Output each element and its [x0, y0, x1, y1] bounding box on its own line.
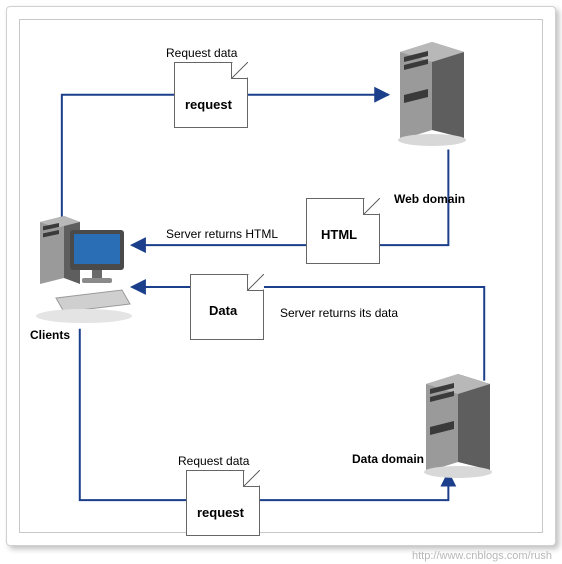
- diagram-frame: request HTML Data request Clients Web do…: [6, 6, 556, 546]
- web-domain-label: Web domain: [394, 192, 465, 206]
- edge-label-request-top: Request data: [166, 46, 237, 60]
- doc-data: Data: [190, 274, 264, 340]
- edge-label-request-bottom: Request data: [178, 454, 249, 468]
- doc-request-top: request: [174, 62, 248, 128]
- edge-label-return-data: Server returns its data: [280, 306, 398, 320]
- doc-request-bottom: request: [186, 470, 260, 536]
- doc-data-label: Data: [209, 303, 237, 318]
- data-server-icon: [418, 370, 496, 480]
- edge-label-return-html: Server returns HTML: [166, 227, 278, 241]
- web-server-icon: [392, 38, 470, 148]
- clients-label: Clients: [30, 328, 70, 342]
- doc-request-top-label: request: [185, 97, 232, 112]
- doc-request-bottom-label: request: [197, 505, 244, 520]
- diagram-canvas: request HTML Data request Clients Web do…: [19, 19, 543, 533]
- watermark: http://www.cnblogs.com/rush: [412, 550, 552, 562]
- doc-html-label: HTML: [321, 227, 357, 242]
- data-domain-label: Data domain: [352, 452, 424, 466]
- doc-html: HTML: [306, 198, 380, 264]
- client-workstation-icon: [26, 212, 136, 332]
